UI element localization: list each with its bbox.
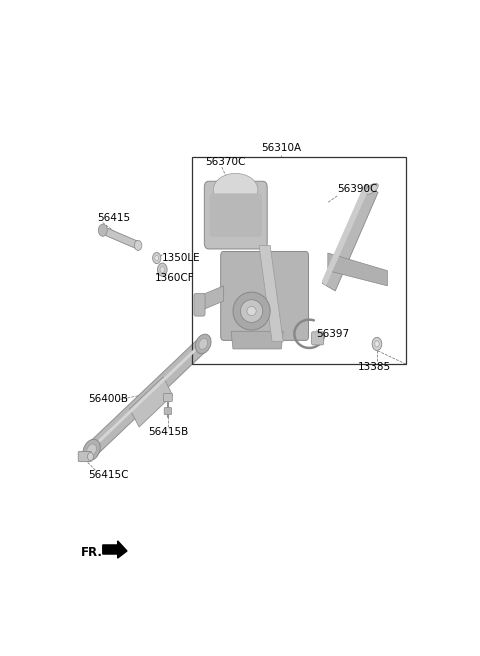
Polygon shape [322, 185, 378, 291]
Text: FR.: FR. [81, 546, 102, 559]
FancyBboxPatch shape [204, 181, 267, 249]
Text: 56390C: 56390C [337, 184, 377, 194]
Text: 56415C: 56415C [88, 470, 129, 480]
Text: 1350LE: 1350LE [162, 253, 201, 263]
Circle shape [87, 453, 94, 461]
Ellipse shape [365, 184, 378, 194]
FancyBboxPatch shape [194, 293, 205, 316]
Text: 56400B: 56400B [88, 394, 128, 405]
Text: 56310A: 56310A [261, 144, 301, 154]
Ellipse shape [199, 338, 207, 350]
FancyBboxPatch shape [210, 194, 262, 237]
Bar [192, 157, 406, 364]
Text: 56397: 56397 [317, 329, 350, 338]
Text: 13385: 13385 [358, 361, 391, 371]
Text: 56415: 56415 [97, 213, 131, 222]
Circle shape [157, 263, 167, 276]
Polygon shape [259, 245, 283, 341]
FancyBboxPatch shape [221, 251, 309, 340]
Polygon shape [130, 377, 173, 427]
FancyBboxPatch shape [164, 407, 172, 415]
Polygon shape [200, 286, 224, 311]
Circle shape [98, 224, 107, 236]
Ellipse shape [195, 334, 211, 354]
Ellipse shape [240, 300, 263, 323]
Polygon shape [103, 541, 127, 558]
Ellipse shape [87, 444, 96, 456]
Polygon shape [90, 341, 204, 450]
Text: 1360CF: 1360CF [155, 273, 194, 283]
Circle shape [375, 341, 379, 347]
Polygon shape [322, 188, 368, 286]
Ellipse shape [233, 292, 270, 330]
Polygon shape [231, 331, 283, 349]
Polygon shape [328, 253, 387, 286]
Circle shape [372, 337, 382, 350]
Ellipse shape [247, 306, 256, 316]
Polygon shape [88, 337, 206, 457]
Circle shape [134, 240, 142, 251]
Circle shape [155, 255, 158, 260]
FancyBboxPatch shape [163, 394, 172, 401]
FancyBboxPatch shape [78, 451, 92, 462]
Circle shape [160, 266, 165, 273]
Circle shape [153, 253, 161, 264]
Text: 56415B: 56415B [148, 427, 188, 438]
FancyBboxPatch shape [312, 332, 324, 345]
Polygon shape [103, 226, 138, 249]
Ellipse shape [83, 440, 100, 461]
Ellipse shape [213, 173, 258, 206]
Text: 56370C: 56370C [205, 157, 245, 167]
